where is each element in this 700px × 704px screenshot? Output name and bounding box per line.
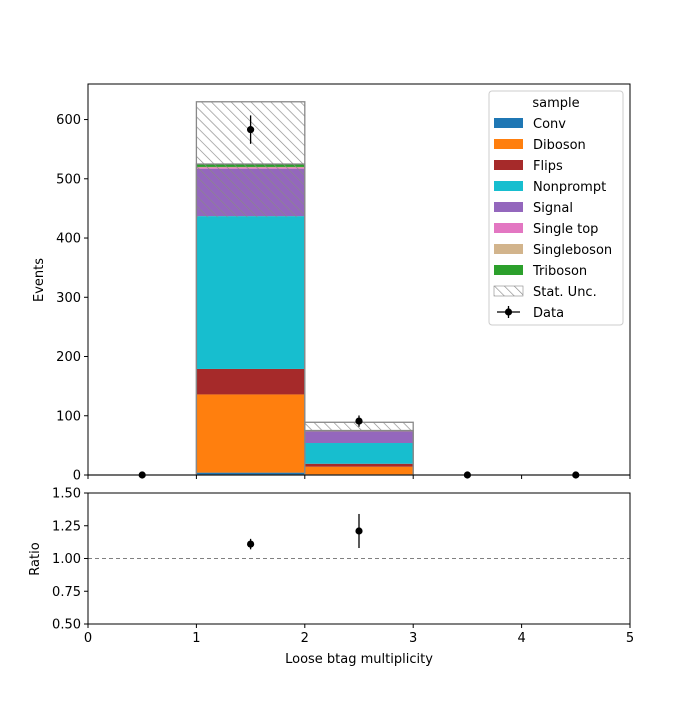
legend-swatch-singleboson (494, 244, 523, 254)
main-frame (87, 83, 631, 476)
legend-swatch-diboson (494, 139, 523, 149)
main-x-axis (87, 475, 631, 479)
bar-conv-bin-1 (196, 472, 305, 475)
legend-swatch-signal (494, 202, 523, 212)
x-tick-label-0: 0 (84, 631, 92, 646)
ratio-panel: 0.50 0.75 1.00 1.25 1.50 0 1 2 3 4 5 Ratio Loose … (28, 487, 634, 668)
ratio-y-tick-label-4: 1.50 (52, 487, 81, 502)
legend-data-marker (504, 308, 513, 316)
ratio-y-axis-label: Ratio (28, 542, 43, 575)
x-tick-label-1: 1 (192, 631, 200, 646)
ratio-x-axis: 0 1 2 3 4 5 (84, 624, 634, 646)
y-tick-label-5: 500 (56, 172, 81, 187)
ratio-plot-area (88, 493, 630, 624)
ratio-y-tick-label-3: 1.25 (52, 519, 81, 534)
bar-nonprompt-bin-2 (304, 443, 414, 464)
legend-swatch-triboson (494, 265, 523, 275)
legend-title: sample (532, 96, 579, 111)
ratio-y-tick-label-1: 0.75 (52, 585, 81, 600)
x-tick-label-2: 2 (301, 631, 309, 646)
ratio-points (247, 513, 363, 550)
legend-swatch-single-top (494, 223, 523, 233)
x-tick-label-3: 3 (409, 631, 417, 646)
ratio-point-1 (355, 527, 363, 535)
legend: sample Conv Diboson Flips Nonprompt Signal Si… (488, 90, 624, 326)
x-tick-label-4: 4 (517, 631, 525, 646)
y-tick-label-2: 200 (56, 350, 81, 365)
bar-diboson-bin-1 (196, 394, 305, 473)
bar-signal-bin-2 (304, 431, 414, 444)
data-point-2 (355, 417, 363, 425)
legend-label-triboson: Triboson (532, 264, 587, 279)
x-axis-label: Loose btag multiplicity (285, 652, 433, 667)
y-tick-label-6: 600 (56, 113, 81, 128)
bar-nonprompt-bin-1 (196, 216, 305, 369)
legend-swatch-conv (494, 118, 523, 128)
legend-swatch-nonprompt (494, 181, 523, 191)
main-y-axis: 0 100 200 300 400 500 600 (56, 113, 88, 484)
ratio-point-0 (247, 540, 255, 548)
x-tick-label-5: 5 (626, 631, 634, 646)
legend-label-nonprompt: Nonprompt (533, 180, 606, 195)
bar-flips-bin-2 (304, 463, 414, 467)
data-layer (138, 115, 580, 479)
legend-label-diboson: Diboson (533, 138, 586, 153)
legend-label-stat-unc: Stat. Unc. (533, 285, 597, 300)
bar-flips-bin-1 (196, 368, 305, 395)
ratio-y-axis: 0.50 0.75 1.00 1.25 1.50 (52, 487, 88, 633)
legend-swatch-flips (494, 160, 523, 170)
ratio-y-tick-label-0: 0.50 (52, 618, 81, 633)
y-tick-label-1: 100 (56, 409, 81, 424)
data-point-1 (247, 126, 255, 134)
legend-label-data: Data (533, 306, 564, 321)
legend-swatch-stat-unc (493, 285, 524, 297)
legend-label-signal: Signal (533, 201, 573, 216)
y-tick-label-4: 400 (56, 232, 81, 247)
legend-label-single-top: Single top (533, 222, 598, 237)
legend-label-conv: Conv (533, 117, 566, 132)
bar-diboson-bin-2 (304, 466, 414, 475)
legend-label-singleboson: Singleboson (533, 243, 612, 258)
legend-items: Conv Diboson Flips Nonprompt Signal Single to… (493, 117, 612, 321)
y-axis-label: Events (32, 258, 47, 302)
legend-label-flips: Flips (533, 159, 563, 174)
y-tick-label-3: 300 (56, 291, 81, 306)
y-tick-label-0: 0 (73, 469, 81, 484)
ratio-y-tick-label-2: 1.00 (52, 552, 81, 567)
